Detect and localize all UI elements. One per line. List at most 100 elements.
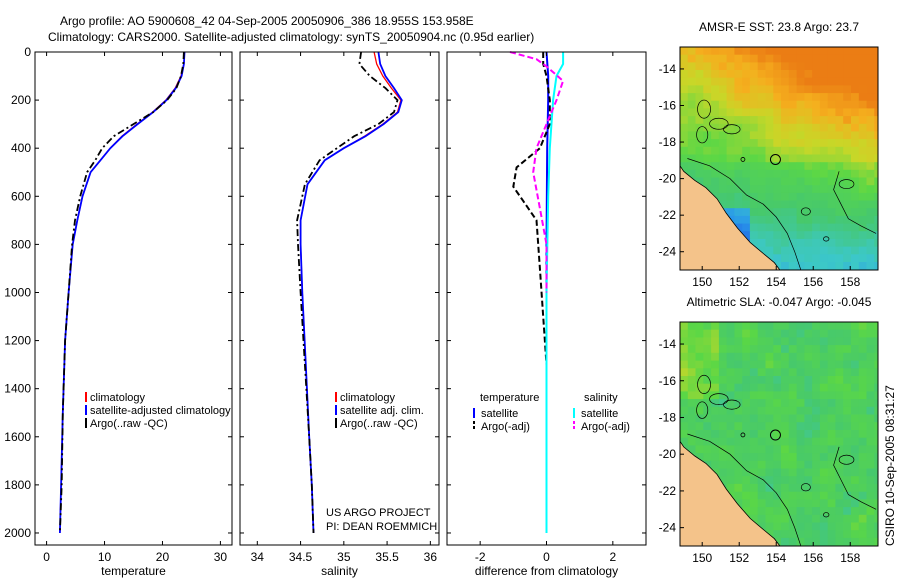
map-cell xyxy=(827,116,837,125)
reef-contour xyxy=(697,374,711,394)
map-cell xyxy=(695,406,704,416)
map-cell xyxy=(742,453,751,462)
map-cell xyxy=(695,100,704,109)
x-tick-label: 152 xyxy=(729,275,749,289)
map-cell xyxy=(812,476,821,485)
map-cell xyxy=(687,422,697,431)
y-tick-label: -24 xyxy=(659,521,677,535)
map-cell xyxy=(726,47,735,56)
map-cell xyxy=(843,491,852,500)
map-cell xyxy=(804,154,813,163)
map-cell xyxy=(812,70,821,79)
map-cell xyxy=(765,322,774,331)
map-cell xyxy=(812,468,821,477)
map-cell xyxy=(804,246,813,255)
map-cell xyxy=(726,146,735,156)
map-cell xyxy=(812,345,821,354)
map-cell xyxy=(804,337,813,346)
map-cell xyxy=(851,399,860,408)
map-cell xyxy=(866,208,875,217)
map-cell xyxy=(812,430,821,439)
map-cell xyxy=(796,223,805,232)
map-cell xyxy=(749,238,759,248)
map-cell xyxy=(788,345,798,354)
map-cell xyxy=(703,123,712,133)
map-cell xyxy=(843,414,852,423)
series-line-salinity-argo-adj- xyxy=(509,51,565,293)
map-cell xyxy=(851,483,860,493)
legend-entry: satellite xyxy=(581,408,618,420)
map-cell xyxy=(819,131,829,140)
map-cell xyxy=(851,352,860,362)
map-cell xyxy=(788,47,798,56)
map-cell xyxy=(703,70,712,79)
map-cell xyxy=(718,200,728,209)
map-cell xyxy=(819,54,829,63)
map-cell xyxy=(781,254,790,263)
map-cell xyxy=(804,476,813,485)
map-cell xyxy=(819,453,829,462)
map-cell xyxy=(827,483,837,493)
map-cell xyxy=(711,376,720,385)
map-cell xyxy=(703,169,712,179)
map-cell xyxy=(726,185,735,194)
map-cell xyxy=(757,123,767,133)
map-cell xyxy=(749,368,759,377)
map-cell xyxy=(819,123,829,133)
map-cell xyxy=(773,476,782,485)
map-cell xyxy=(680,422,689,431)
map-cell xyxy=(734,476,743,485)
series-line-temperature-argo-adj- xyxy=(512,52,551,533)
map-cell xyxy=(734,139,743,148)
map-cell xyxy=(804,537,813,546)
map-cell xyxy=(687,345,697,354)
map-cell xyxy=(843,445,852,454)
map-cell xyxy=(680,131,689,140)
map-cell xyxy=(858,430,868,439)
map-cell xyxy=(858,85,868,94)
map-cell xyxy=(749,414,759,423)
map-cell xyxy=(827,231,837,240)
map-cell xyxy=(765,352,774,362)
map-cell xyxy=(749,430,759,439)
map-cell xyxy=(843,483,852,493)
legend-entry: satellite-adjusted climatology xyxy=(90,405,231,417)
map-title: Altimetric SLA: -0.047 Argo: -0.045 xyxy=(687,295,872,309)
map-cell xyxy=(866,62,875,71)
map-cell xyxy=(773,352,782,362)
map-cell xyxy=(765,491,774,500)
map-cell xyxy=(757,208,767,217)
map-cell xyxy=(773,192,782,202)
map-cell xyxy=(781,223,790,232)
map-cell xyxy=(866,200,875,209)
map-cell xyxy=(835,70,844,79)
map-cell xyxy=(812,507,821,516)
map-cell xyxy=(749,453,759,462)
map-cell xyxy=(819,329,829,338)
map-cell xyxy=(858,116,868,125)
map-cell xyxy=(819,522,829,531)
map-cell xyxy=(742,85,751,94)
map-cell xyxy=(726,85,735,94)
map-cell xyxy=(765,100,774,109)
map-cell xyxy=(827,468,837,477)
map-cell xyxy=(742,468,751,477)
map-cell xyxy=(711,437,720,446)
map-cell xyxy=(680,139,689,148)
map-cell xyxy=(874,93,878,102)
y-tick-label: 200 xyxy=(11,93,31,107)
map-cell xyxy=(718,352,728,362)
map-cell xyxy=(734,192,743,202)
map-cell xyxy=(703,422,712,431)
map-cell xyxy=(796,352,805,362)
map-cell xyxy=(866,445,875,454)
map-cell xyxy=(843,85,852,94)
map-cell xyxy=(695,376,704,385)
map-cell xyxy=(796,262,805,270)
map-cell xyxy=(843,208,852,217)
map-cell xyxy=(851,238,860,248)
map-cell xyxy=(726,62,735,71)
map-cell xyxy=(757,329,767,338)
map-cell xyxy=(819,406,829,416)
map-cell xyxy=(711,154,720,163)
